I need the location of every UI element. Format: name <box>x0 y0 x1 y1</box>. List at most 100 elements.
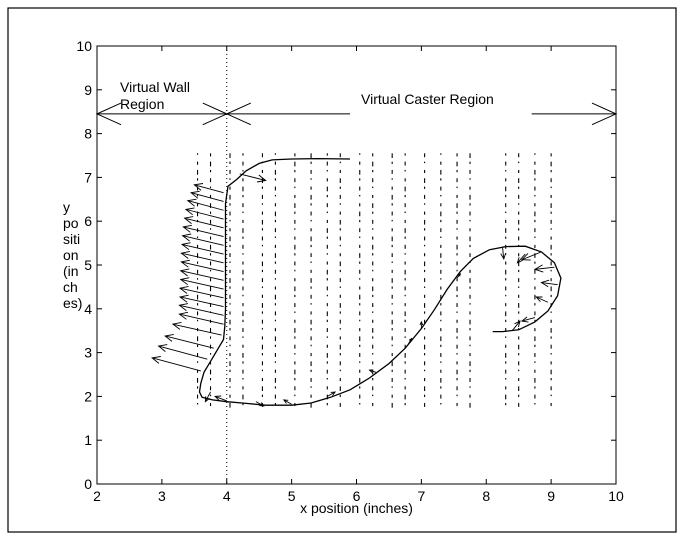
force-arrow-shaft <box>158 345 208 360</box>
force-arrow-shaft <box>180 270 224 281</box>
force-arrow <box>214 395 227 402</box>
y-tick-label: 7 <box>84 169 92 185</box>
force-arrow <box>511 320 521 331</box>
force-arrow-head <box>419 320 424 326</box>
y-axis-label-line: (in <box>63 263 79 279</box>
force-arrow <box>182 224 224 237</box>
y-axis-label-line: po <box>63 215 79 231</box>
force-arrow <box>500 246 507 260</box>
x-tick-label: 5 <box>288 488 296 504</box>
y-tick-label: 6 <box>84 213 92 229</box>
x-tick-label: 2 <box>93 488 101 504</box>
force-arrow <box>239 173 267 183</box>
force-arrow-shaft <box>194 184 224 194</box>
trajectory-layer <box>198 157 562 406</box>
force-arrow <box>520 251 542 261</box>
force-arrow <box>282 399 292 405</box>
force-arrow <box>190 190 224 202</box>
force-arrow-head <box>408 337 413 342</box>
force-arrow-head <box>181 233 192 242</box>
force-arrow-head <box>514 320 521 328</box>
caster-region-label: Virtual Caster Region <box>361 91 494 107</box>
y-tick-label: 2 <box>84 388 92 404</box>
force-arrow-head <box>457 272 461 277</box>
force-arrow-shaft <box>180 279 224 290</box>
force-arrow <box>180 259 224 273</box>
force-arrow <box>178 303 224 316</box>
force-arrow <box>180 250 224 264</box>
wall-region-label-line: Region <box>120 96 164 112</box>
force-arrow <box>419 320 424 329</box>
force-arrow-shaft <box>181 243 224 255</box>
force-arrow-layer <box>151 173 558 407</box>
force-arrow-head <box>535 296 543 302</box>
force-arrow-shaft <box>517 253 526 264</box>
y-axis-label-line: ch <box>63 279 78 295</box>
force-arrow-head <box>184 207 195 216</box>
caster-region-arrowhead-left <box>225 102 252 126</box>
y-tick-label: 9 <box>84 82 92 98</box>
force-arrow-head <box>164 333 174 342</box>
force-arrow-shaft <box>190 192 224 202</box>
y-axis-label-line: on <box>63 247 79 263</box>
force-arrow-head <box>193 183 204 191</box>
axes-layer: 2 3 4 5 6 7 8 9 10 0 1 2 3 4 5 6 7 8 9 10 <box>76 38 624 504</box>
x-tick-label: 8 <box>482 488 490 504</box>
force-arrow <box>327 391 337 397</box>
caster-region-arrowhead-right <box>591 102 618 126</box>
force-arrow-shaft <box>152 357 201 372</box>
force-arrow <box>157 344 208 360</box>
force-arrow <box>181 233 224 246</box>
force-arrow <box>533 264 555 273</box>
force-arrow-shaft <box>179 304 224 316</box>
force-arrow-shaft <box>536 296 549 303</box>
force-arrow-shaft <box>283 399 292 405</box>
x-tick-label: 7 <box>417 488 425 504</box>
wall-region-arrowhead-left <box>95 102 122 126</box>
force-arrow <box>178 294 224 308</box>
x-tick-label: 9 <box>547 488 555 504</box>
force-arrow-head <box>368 369 373 373</box>
force-arrow-head <box>533 264 544 273</box>
force-arrow-shaft <box>183 226 224 237</box>
force-arrow <box>535 296 549 303</box>
force-arrow <box>164 333 214 349</box>
region-layer <box>95 46 618 484</box>
force-arrow <box>540 279 558 288</box>
y-axis-label-line: es) <box>63 295 82 311</box>
force-arrow-head <box>282 399 289 404</box>
figure-border <box>7 7 677 533</box>
force-arrow-shaft <box>502 246 505 259</box>
force-arrow <box>171 321 222 336</box>
x-tick-label: 4 <box>223 488 231 504</box>
force-arrow-head <box>180 242 191 251</box>
force-arrow-head <box>520 253 531 261</box>
force-arrow-head <box>330 391 337 396</box>
force-arrow-shaft <box>541 282 558 286</box>
force-arrow <box>179 277 224 290</box>
x-tick-label: 6 <box>353 488 361 504</box>
force-arrow-shaft <box>534 266 555 270</box>
y-tick-label: 10 <box>76 38 92 54</box>
wall-region-label-line: Virtual Wall <box>120 79 190 95</box>
force-arrow-shaft <box>511 320 521 331</box>
force-arrow-head <box>516 257 523 264</box>
force-arrow <box>204 391 211 403</box>
force-arrow <box>255 401 265 407</box>
force-arrow-head <box>520 316 529 323</box>
force-arrow <box>183 216 224 229</box>
force-arrow-shaft <box>172 323 222 336</box>
force-arrow <box>368 369 377 373</box>
force-arrow <box>151 356 201 372</box>
force-arrow-head <box>151 356 161 364</box>
force-arrow-shaft <box>521 317 536 322</box>
y-axis-label-line: y <box>63 199 70 215</box>
force-arrow <box>193 183 224 194</box>
force-arrow-head <box>180 250 190 259</box>
force-arrow <box>184 207 224 220</box>
force-arrow-head <box>179 268 190 277</box>
